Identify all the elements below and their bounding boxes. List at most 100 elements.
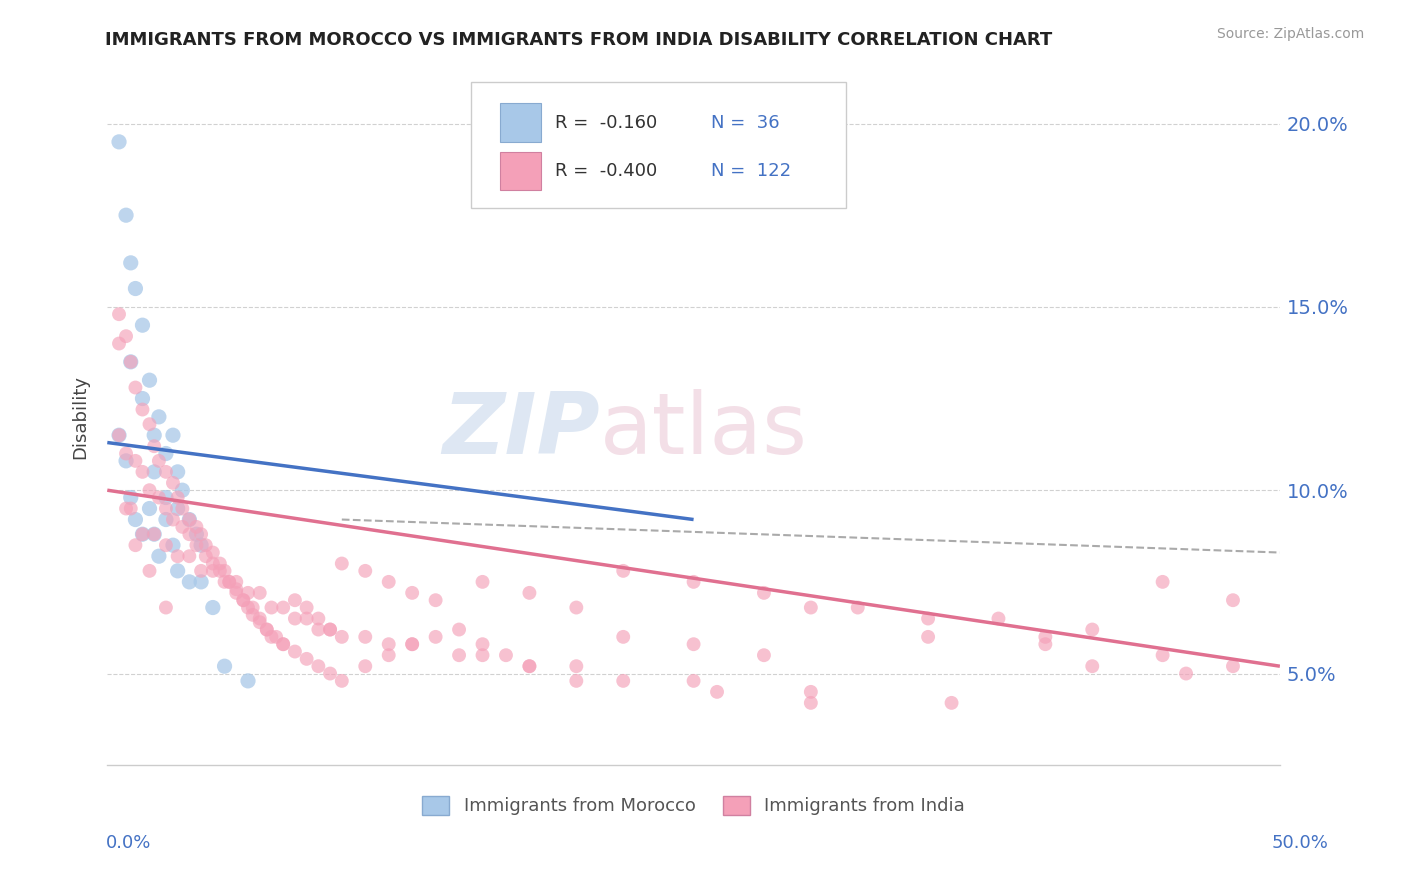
Point — [800, 600, 823, 615]
Point — [162, 475, 184, 490]
Point — [143, 439, 166, 453]
Y-axis label: Disability: Disability — [72, 375, 89, 458]
Point — [214, 574, 236, 589]
Point — [179, 527, 201, 541]
Point — [131, 392, 153, 406]
Point — [225, 582, 247, 597]
Point — [108, 307, 131, 321]
Point — [1033, 630, 1056, 644]
Point — [330, 557, 353, 571]
Point — [218, 574, 240, 589]
Point — [519, 586, 541, 600]
Point — [271, 600, 294, 615]
Bar — [501, 153, 541, 190]
Point — [124, 454, 146, 468]
Point — [225, 574, 247, 589]
Bar — [501, 103, 541, 142]
Point — [846, 600, 869, 615]
Point — [295, 611, 318, 625]
Point — [495, 648, 517, 663]
Point — [148, 491, 170, 505]
Point — [225, 586, 247, 600]
Point — [401, 637, 423, 651]
Point — [987, 611, 1010, 625]
Point — [354, 564, 377, 578]
Point — [166, 564, 188, 578]
Point — [166, 549, 188, 564]
Point — [377, 574, 399, 589]
Point — [124, 281, 146, 295]
Point — [201, 557, 224, 571]
Point — [565, 600, 588, 615]
Point — [162, 428, 184, 442]
Point — [115, 454, 138, 468]
Point — [201, 545, 224, 559]
Point — [319, 623, 342, 637]
Point — [236, 586, 259, 600]
Text: Source: ZipAtlas.com: Source: ZipAtlas.com — [1216, 27, 1364, 41]
Point — [166, 491, 188, 505]
Point — [242, 607, 264, 622]
Point — [232, 593, 254, 607]
Point — [449, 623, 471, 637]
Point — [565, 673, 588, 688]
Point — [162, 538, 184, 552]
Point — [682, 637, 704, 651]
Point — [186, 538, 208, 552]
Point — [155, 501, 177, 516]
Point — [186, 520, 208, 534]
Point — [284, 593, 307, 607]
Point — [115, 446, 138, 460]
Point — [172, 520, 194, 534]
Point — [425, 593, 447, 607]
Point — [162, 512, 184, 526]
Point — [194, 538, 217, 552]
Point — [284, 611, 307, 625]
Point — [319, 623, 342, 637]
Point — [249, 615, 271, 630]
Point — [179, 574, 201, 589]
Point — [565, 659, 588, 673]
Point — [354, 630, 377, 644]
Legend: Immigrants from Morocco, Immigrants from India: Immigrants from Morocco, Immigrants from… — [422, 796, 965, 815]
Point — [354, 659, 377, 673]
Point — [148, 549, 170, 564]
Text: ZIP: ZIP — [441, 389, 600, 472]
Point — [249, 586, 271, 600]
Point — [138, 564, 160, 578]
Point — [155, 538, 177, 552]
Point — [612, 564, 634, 578]
Point — [425, 630, 447, 644]
Point — [471, 574, 494, 589]
Point — [271, 637, 294, 651]
Point — [519, 659, 541, 673]
Point — [260, 600, 283, 615]
Point — [330, 673, 353, 688]
Point — [138, 501, 160, 516]
Point — [190, 564, 212, 578]
Point — [214, 659, 236, 673]
Point — [190, 574, 212, 589]
Point — [800, 685, 823, 699]
Point — [307, 611, 329, 625]
Point — [214, 564, 236, 578]
Point — [143, 428, 166, 442]
Point — [917, 611, 939, 625]
Point — [131, 527, 153, 541]
Point — [249, 611, 271, 625]
Point — [1222, 659, 1244, 673]
Point — [148, 409, 170, 424]
Point — [242, 600, 264, 615]
Point — [201, 600, 224, 615]
Point — [179, 512, 201, 526]
Point — [194, 549, 217, 564]
Point — [307, 659, 329, 673]
Point — [682, 673, 704, 688]
Point — [1222, 593, 1244, 607]
Point — [208, 564, 231, 578]
Point — [143, 527, 166, 541]
Point — [271, 637, 294, 651]
FancyBboxPatch shape — [471, 82, 846, 208]
Point — [179, 549, 201, 564]
Point — [131, 402, 153, 417]
